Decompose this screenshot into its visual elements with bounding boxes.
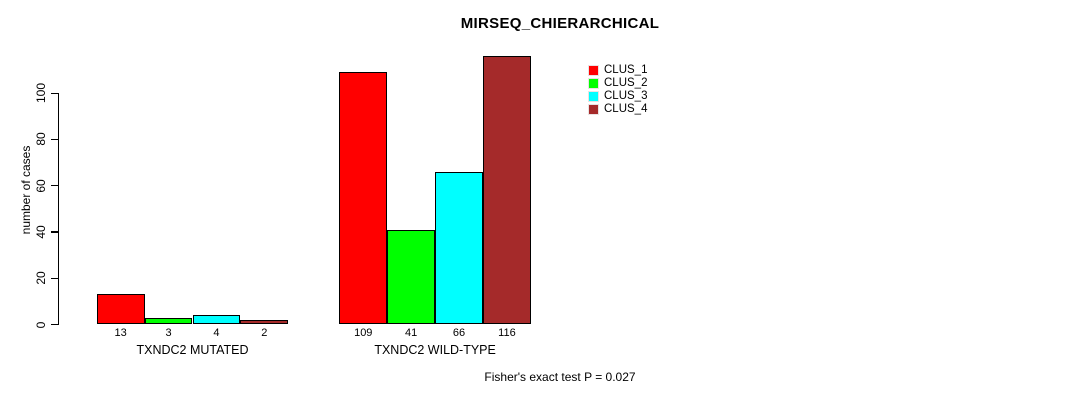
y-axis-tick xyxy=(51,92,58,94)
bar-clus_2-group2 xyxy=(387,229,436,325)
y-axis-tick xyxy=(51,277,58,279)
legend-label: CLUS_2 xyxy=(604,77,648,89)
y-axis-tick xyxy=(51,231,58,233)
y-axis-tick-label: 80 xyxy=(34,132,48,146)
chart-title: MIRSEQ_CHIERARCHICAL xyxy=(460,15,660,32)
legend-label: CLUS_3 xyxy=(604,90,648,102)
bar-value-label: 13 xyxy=(114,327,127,339)
legend-item: CLUS_1 xyxy=(588,64,647,77)
bar-clus_4-group1 xyxy=(240,319,289,325)
bar-value-label: 4 xyxy=(213,327,220,339)
y-axis-tick xyxy=(51,324,58,326)
y-axis-tick-label: 40 xyxy=(34,225,48,239)
bar-value-label: 41 xyxy=(405,327,418,339)
y-axis-tick-label: 100 xyxy=(34,82,48,104)
bar-clus_3-group1 xyxy=(192,315,241,325)
legend-label: CLUS_1 xyxy=(604,64,648,76)
y-axis-tick xyxy=(51,138,58,141)
legend-swatch xyxy=(588,78,599,89)
legend-label: CLUS_4 xyxy=(604,103,648,115)
legend-item: CLUS_4 xyxy=(588,103,647,116)
y-axis-tick xyxy=(51,185,58,187)
bar-clus_2-group1 xyxy=(144,317,193,325)
legend-item: CLUS_2 xyxy=(588,77,647,90)
bar-value-label: 66 xyxy=(452,327,466,339)
bar-clus_3-group2 xyxy=(435,171,483,325)
bar-value-label: 116 xyxy=(498,327,516,339)
bar-value-label: 109 xyxy=(354,327,373,339)
category-label: TXNDC2 WILD-TYPE xyxy=(374,343,496,357)
y-axis-tick-label: 60 xyxy=(34,178,48,193)
legend-item: CLUS_3 xyxy=(588,90,647,103)
category-label: TXNDC2 MUTATED xyxy=(136,343,249,357)
bar-value-label: 3 xyxy=(165,327,172,339)
bar-clus_1-group2 xyxy=(339,72,388,325)
legend-swatch xyxy=(588,65,599,76)
legend-swatch xyxy=(588,91,599,102)
p-value-annotation: Fisher's exact test P = 0.027 xyxy=(484,370,636,384)
bar-clus_4-group2 xyxy=(483,55,531,325)
bar-clus_1-group1 xyxy=(96,294,145,325)
y-axis-line xyxy=(58,93,60,325)
bar-value-label: 2 xyxy=(261,327,268,339)
y-axis-tick-label: 0 xyxy=(34,321,48,328)
y-axis-tick-label: 20 xyxy=(34,271,48,285)
legend-swatch xyxy=(588,104,599,115)
legend: CLUS_1 CLUS_2 CLUS_3 CLUS_4 xyxy=(588,64,647,116)
